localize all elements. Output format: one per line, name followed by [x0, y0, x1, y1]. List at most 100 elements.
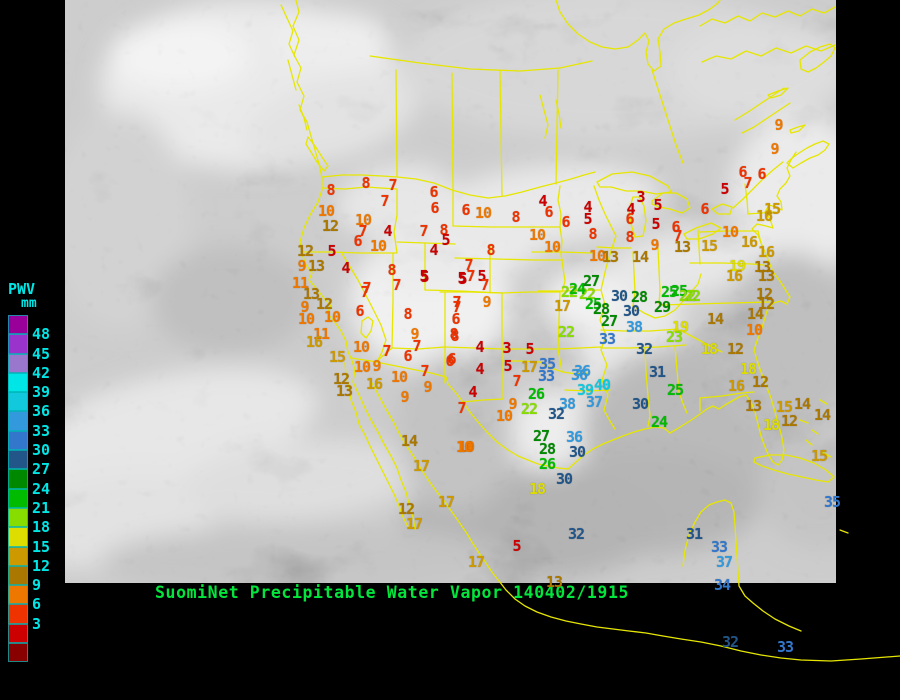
- station-value: 34: [714, 576, 731, 594]
- lake-winnipeg: [539, 94, 549, 139]
- station-value: 12: [297, 242, 314, 260]
- station-value: 27: [601, 312, 618, 330]
- station-value: 7: [362, 279, 372, 297]
- legend-entry: 6: [8, 596, 64, 624]
- nv-az-border: [377, 347, 393, 361]
- station-value: 5: [457, 269, 467, 287]
- bahamas-2: [811, 429, 819, 435]
- ky-tn-border: [600, 328, 679, 332]
- station-value: 25: [671, 282, 688, 300]
- station-value: 19: [672, 318, 689, 336]
- station-value: 6: [447, 350, 457, 368]
- station-value: 28: [539, 440, 556, 458]
- station-value: 10: [355, 211, 372, 229]
- legend-title: PWV: [8, 280, 36, 298]
- station-value: 17: [438, 493, 455, 511]
- red-river: [539, 361, 589, 375]
- station-value: 9: [770, 140, 780, 158]
- ohio-river: [632, 273, 702, 319]
- station-value: 9: [300, 298, 310, 316]
- station-value: 32: [548, 405, 565, 423]
- station-value: 16: [758, 243, 775, 261]
- station-value: 12: [752, 373, 769, 391]
- legend-swatch: [8, 488, 28, 508]
- prince-edward-island: [789, 124, 806, 134]
- legend-entry: 15: [8, 539, 64, 566]
- station-value: 11: [292, 274, 309, 292]
- station-value: 12: [398, 500, 415, 518]
- station-value: 10: [746, 321, 763, 339]
- station-value: 9: [508, 395, 518, 413]
- nm-south-border: [462, 398, 504, 403]
- station-value: 7: [743, 174, 753, 192]
- station-value: 13: [546, 573, 563, 591]
- station-value: 8: [387, 261, 397, 279]
- vt-nh-border: [744, 183, 749, 215]
- station-value: 38: [559, 395, 576, 413]
- station-value: 13: [336, 382, 353, 400]
- station-value: 16: [756, 207, 773, 225]
- station-value: 10: [370, 237, 387, 255]
- station-value: 12: [758, 295, 775, 313]
- station-value: 3: [636, 188, 646, 206]
- st-lawrence-river: [732, 161, 784, 209]
- legend-swatch: [8, 430, 28, 451]
- station-value: 5: [503, 357, 513, 375]
- alberta-sask-border: [451, 72, 454, 191]
- bahamas-1: [799, 419, 809, 424]
- station-value: 16: [728, 377, 745, 395]
- station-value: 38: [626, 318, 643, 336]
- station-value: 18: [763, 416, 780, 434]
- station-value: 10: [529, 226, 546, 244]
- station-value: 33: [711, 538, 728, 556]
- station-value: 9: [410, 325, 420, 343]
- station-value: 7: [358, 222, 368, 240]
- bahamas-5: [821, 451, 832, 458]
- station-value: 37: [716, 553, 733, 571]
- legend-swatch: [8, 353, 28, 373]
- ia-mo-border: [537, 289, 601, 292]
- pacific-coastline: [292, 0, 352, 359]
- station-value: 17: [521, 358, 538, 376]
- lake-ontario: [711, 203, 733, 215]
- legend-label: 12: [32, 556, 51, 575]
- manitoba-ontario-border: [555, 69, 559, 185]
- ar-la-border: [564, 389, 611, 392]
- station-value: 6: [403, 347, 413, 365]
- station-value: 18: [529, 480, 546, 498]
- or-ca-nv-border: [300, 251, 398, 254]
- pa-ny-border: [699, 230, 759, 233]
- ontario-quebec-border: [651, 69, 684, 164]
- mason-dixon-line: [689, 262, 765, 266]
- legend-swatch: [8, 334, 28, 354]
- wa-or-border: [321, 186, 398, 190]
- station-value: 7: [452, 298, 462, 316]
- station-value: 5: [477, 267, 487, 285]
- legend-label: 21: [32, 498, 51, 517]
- station-value: 5: [583, 210, 593, 228]
- legend-label: 39: [32, 383, 51, 402]
- station-value: 22: [684, 287, 701, 305]
- station-value: 8: [588, 225, 598, 243]
- station-value: 6: [738, 163, 748, 181]
- us-canada-border: [321, 171, 596, 199]
- ma-south-border: [747, 211, 776, 215]
- station-value: 18: [740, 360, 757, 378]
- nj-border: [757, 230, 762, 244]
- station-value: 14: [794, 395, 811, 413]
- ca-nv-az-border: [340, 251, 387, 361]
- station-value: 8: [326, 181, 336, 199]
- oh-pa-border: [697, 229, 701, 265]
- va-nc-border: [659, 301, 771, 306]
- station-value: 6: [355, 302, 365, 320]
- lake-michigan: [628, 196, 647, 238]
- station-value: 5: [420, 268, 430, 286]
- legend-label: 27: [32, 460, 51, 479]
- station-value: 11: [313, 325, 330, 343]
- station-value: 28: [631, 288, 648, 306]
- nc-sc-border: [679, 329, 723, 353]
- legend-swatch: [8, 585, 28, 605]
- station-value: 6: [429, 183, 439, 201]
- station-value: 10: [354, 358, 371, 376]
